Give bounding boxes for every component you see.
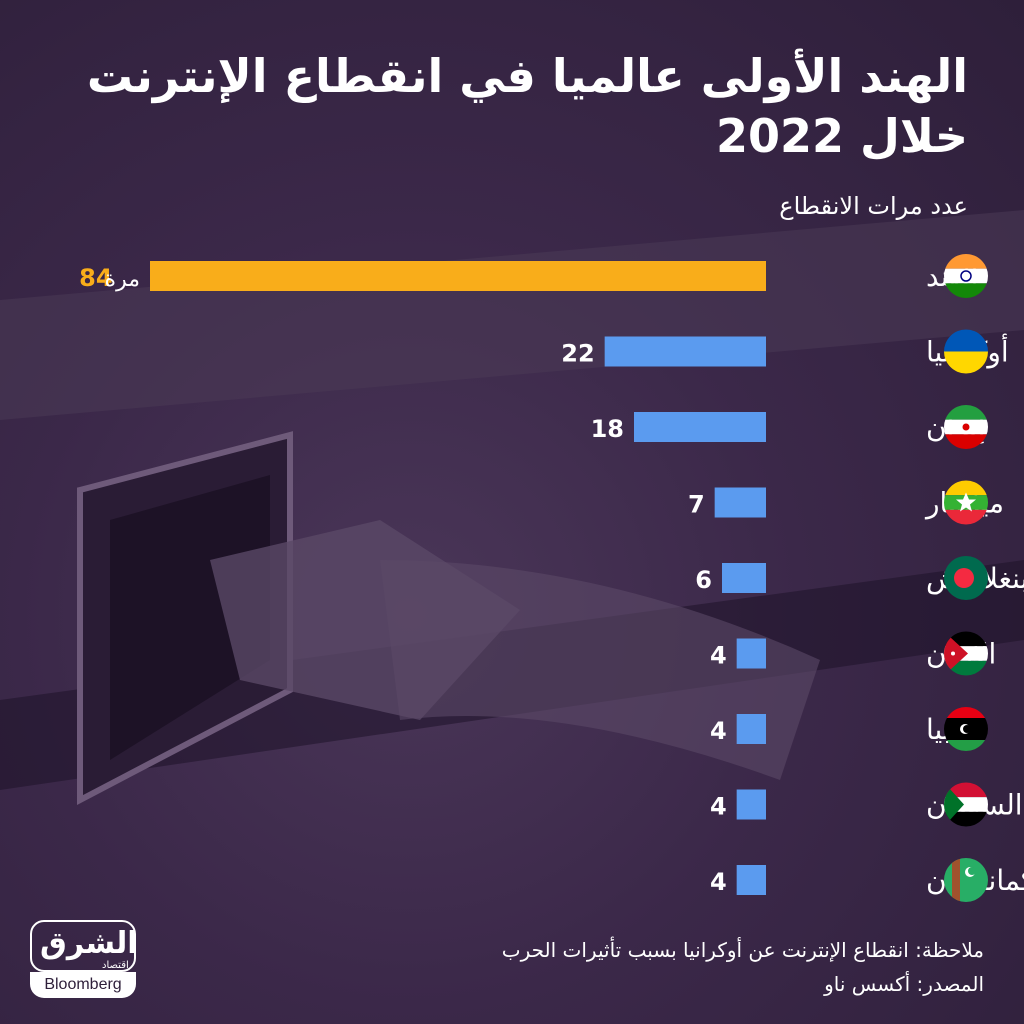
bar [714, 487, 766, 518]
myanmar-flag-icon [944, 480, 988, 525]
bar [736, 789, 766, 820]
value-label: 4 [710, 717, 727, 745]
bar-row: 4تركمانستان [710, 858, 1024, 902]
bar-row: 4ليبيا [710, 707, 988, 751]
value-label: مرة84 [79, 264, 140, 292]
bar [604, 336, 766, 367]
sudan-flag-icon [944, 782, 988, 827]
footnote: ملاحظة: انقطاع الإنترنت عن أوكرانيا بسبب… [501, 938, 984, 962]
bar-row: 22أوكرانيا [561, 329, 1009, 374]
value-unit: مرة [105, 267, 140, 292]
bar-row: 6بنغلاديش [695, 556, 1024, 600]
libya-flag-icon [944, 707, 988, 751]
bar-row: 18إيران [591, 405, 988, 449]
bar-row: 7ميانمار [688, 480, 1004, 525]
chart-title: الهند الأولى عالميا في انقطاع الإنترنت خ… [86, 49, 968, 163]
value-label: 18 [591, 415, 624, 443]
bar-row: 4السودان [710, 782, 1023, 827]
source-note: المصدر: أكسس ناو [824, 972, 984, 996]
value-label: 22 [561, 340, 594, 368]
iran-flag-icon [944, 405, 988, 449]
bangladesh-flag-icon [944, 556, 988, 600]
bar [634, 412, 766, 442]
jordan-flag-icon [944, 631, 988, 676]
value-number: 84 [79, 264, 112, 292]
bar [736, 638, 766, 669]
turkmenistan-flag-icon [944, 858, 988, 902]
asharq-bloomberg-logo: الشرق اقتصاد Bloomberg [30, 920, 138, 1000]
logo-frame [30, 920, 136, 972]
india-flag-icon [944, 254, 988, 298]
bar-row: 4الأردن [710, 631, 996, 676]
logo-arabic-subtext: اقتصاد [102, 960, 129, 971]
value-label: 4 [710, 642, 727, 670]
bar-row: مرة84الهند [79, 254, 988, 298]
bar [736, 865, 766, 895]
bar [722, 563, 766, 593]
value-label: 7 [688, 491, 705, 519]
ukraine-flag-icon [944, 329, 988, 374]
bar [736, 714, 766, 744]
bar [150, 261, 766, 291]
value-label: 4 [710, 868, 727, 896]
logo-english-text: Bloomberg [30, 972, 136, 998]
value-label: 6 [695, 566, 712, 594]
axis-label: عدد مرات الانقطاع [779, 192, 968, 220]
value-label: 4 [710, 793, 727, 821]
logo-arabic-text: الشرق [40, 926, 138, 961]
